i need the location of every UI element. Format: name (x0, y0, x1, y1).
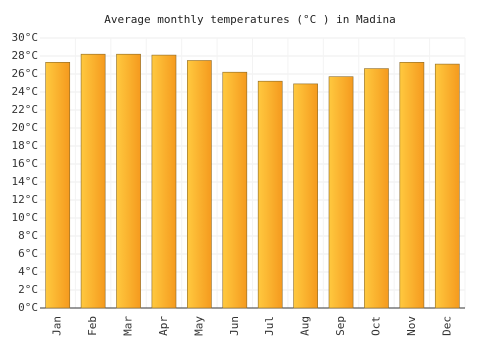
y-tick-label: 8°C (18, 229, 38, 242)
y-tick-label: 16°C (12, 157, 39, 170)
x-tick-label: May (192, 316, 205, 336)
x-tick-label: Jul (263, 316, 276, 336)
y-tick-label: 10°C (12, 211, 39, 224)
bar (257, 80, 283, 309)
bar (45, 61, 71, 309)
x-tick-label: Dec (440, 316, 453, 336)
y-tick-label: 26°C (12, 67, 39, 80)
y-tick-label: 14°C (12, 175, 39, 188)
y-tick-label: 12°C (12, 193, 39, 206)
bar (222, 71, 248, 309)
y-tick-label: 18°C (12, 139, 39, 152)
y-tick-label: 24°C (12, 85, 39, 98)
y-tick-label: 4°C (18, 265, 38, 278)
bar (187, 60, 212, 309)
x-tick-label: Aug (299, 316, 312, 336)
y-tick-label: 30°C (12, 31, 39, 44)
x-tick-label: Apr (157, 316, 170, 336)
bar (364, 68, 389, 309)
y-tick-label: 22°C (12, 103, 39, 116)
bar (151, 54, 177, 309)
y-tick-label: 6°C (18, 247, 38, 260)
x-tick-label: Nov (405, 316, 418, 336)
bar (399, 61, 425, 309)
y-tick-label: 2°C (18, 283, 38, 296)
bar (293, 83, 318, 309)
bar (116, 53, 141, 309)
x-tick-label: Jan (51, 316, 64, 336)
y-tick-label: 0°C (18, 301, 38, 314)
bar (328, 76, 354, 309)
bar (434, 63, 460, 309)
x-tick-label: Oct (369, 316, 382, 336)
x-tick-label: Sep (334, 316, 347, 336)
x-tick-label: Jun (228, 316, 241, 336)
bar (80, 53, 106, 309)
y-tick-label: 28°C (12, 49, 39, 62)
chart-title: Average monthly temperatures (°C ) in Ma… (104, 13, 395, 26)
x-tick-label: Mar (122, 316, 135, 336)
x-tick-label: Feb (86, 316, 99, 336)
y-tick-label: 20°C (12, 121, 39, 134)
